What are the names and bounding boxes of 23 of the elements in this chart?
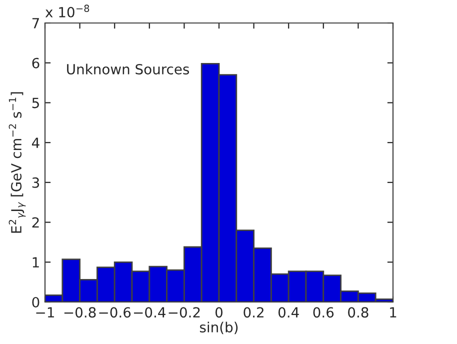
x-tick-label: 0.2 xyxy=(244,307,264,318)
y-tick-label: 2 xyxy=(32,217,39,228)
x-tick-label: 0 xyxy=(215,307,222,318)
y-tick-label: 1 xyxy=(32,257,39,268)
x-axis-title: sin(b) xyxy=(200,322,238,334)
x-tick-label: −0.6 xyxy=(99,307,131,318)
y-tick-label: 7 xyxy=(32,18,39,28)
x-tick-label: 0.8 xyxy=(348,307,368,318)
x-tick-label: −1 xyxy=(36,307,54,318)
text: E$^{2}$$_{γ}$J$_{γ}$ [GeV cm$^{−2}$ s$^{−1}$] xyxy=(8,92,26,233)
y-tick-label: 0 xyxy=(32,296,40,308)
x-tick-label: −0.8 xyxy=(64,307,96,318)
x-tick-label: 1 xyxy=(390,307,396,318)
y-tick-label: 4 xyxy=(32,138,40,148)
text: x 10$^{−8}$ xyxy=(45,4,90,18)
x-tick-label: 0.6 xyxy=(313,307,334,318)
x-tick-label: −0.4 xyxy=(134,307,166,318)
y-tick-label: 6 xyxy=(32,58,40,68)
y-tick-label: 3 xyxy=(32,177,40,188)
x-tick-label: 0.4 xyxy=(278,307,299,318)
x-tick-label: −0.2 xyxy=(168,307,200,318)
annotation: Unknown Sources xyxy=(67,64,190,74)
y-tick-label: 5 xyxy=(32,98,39,108)
